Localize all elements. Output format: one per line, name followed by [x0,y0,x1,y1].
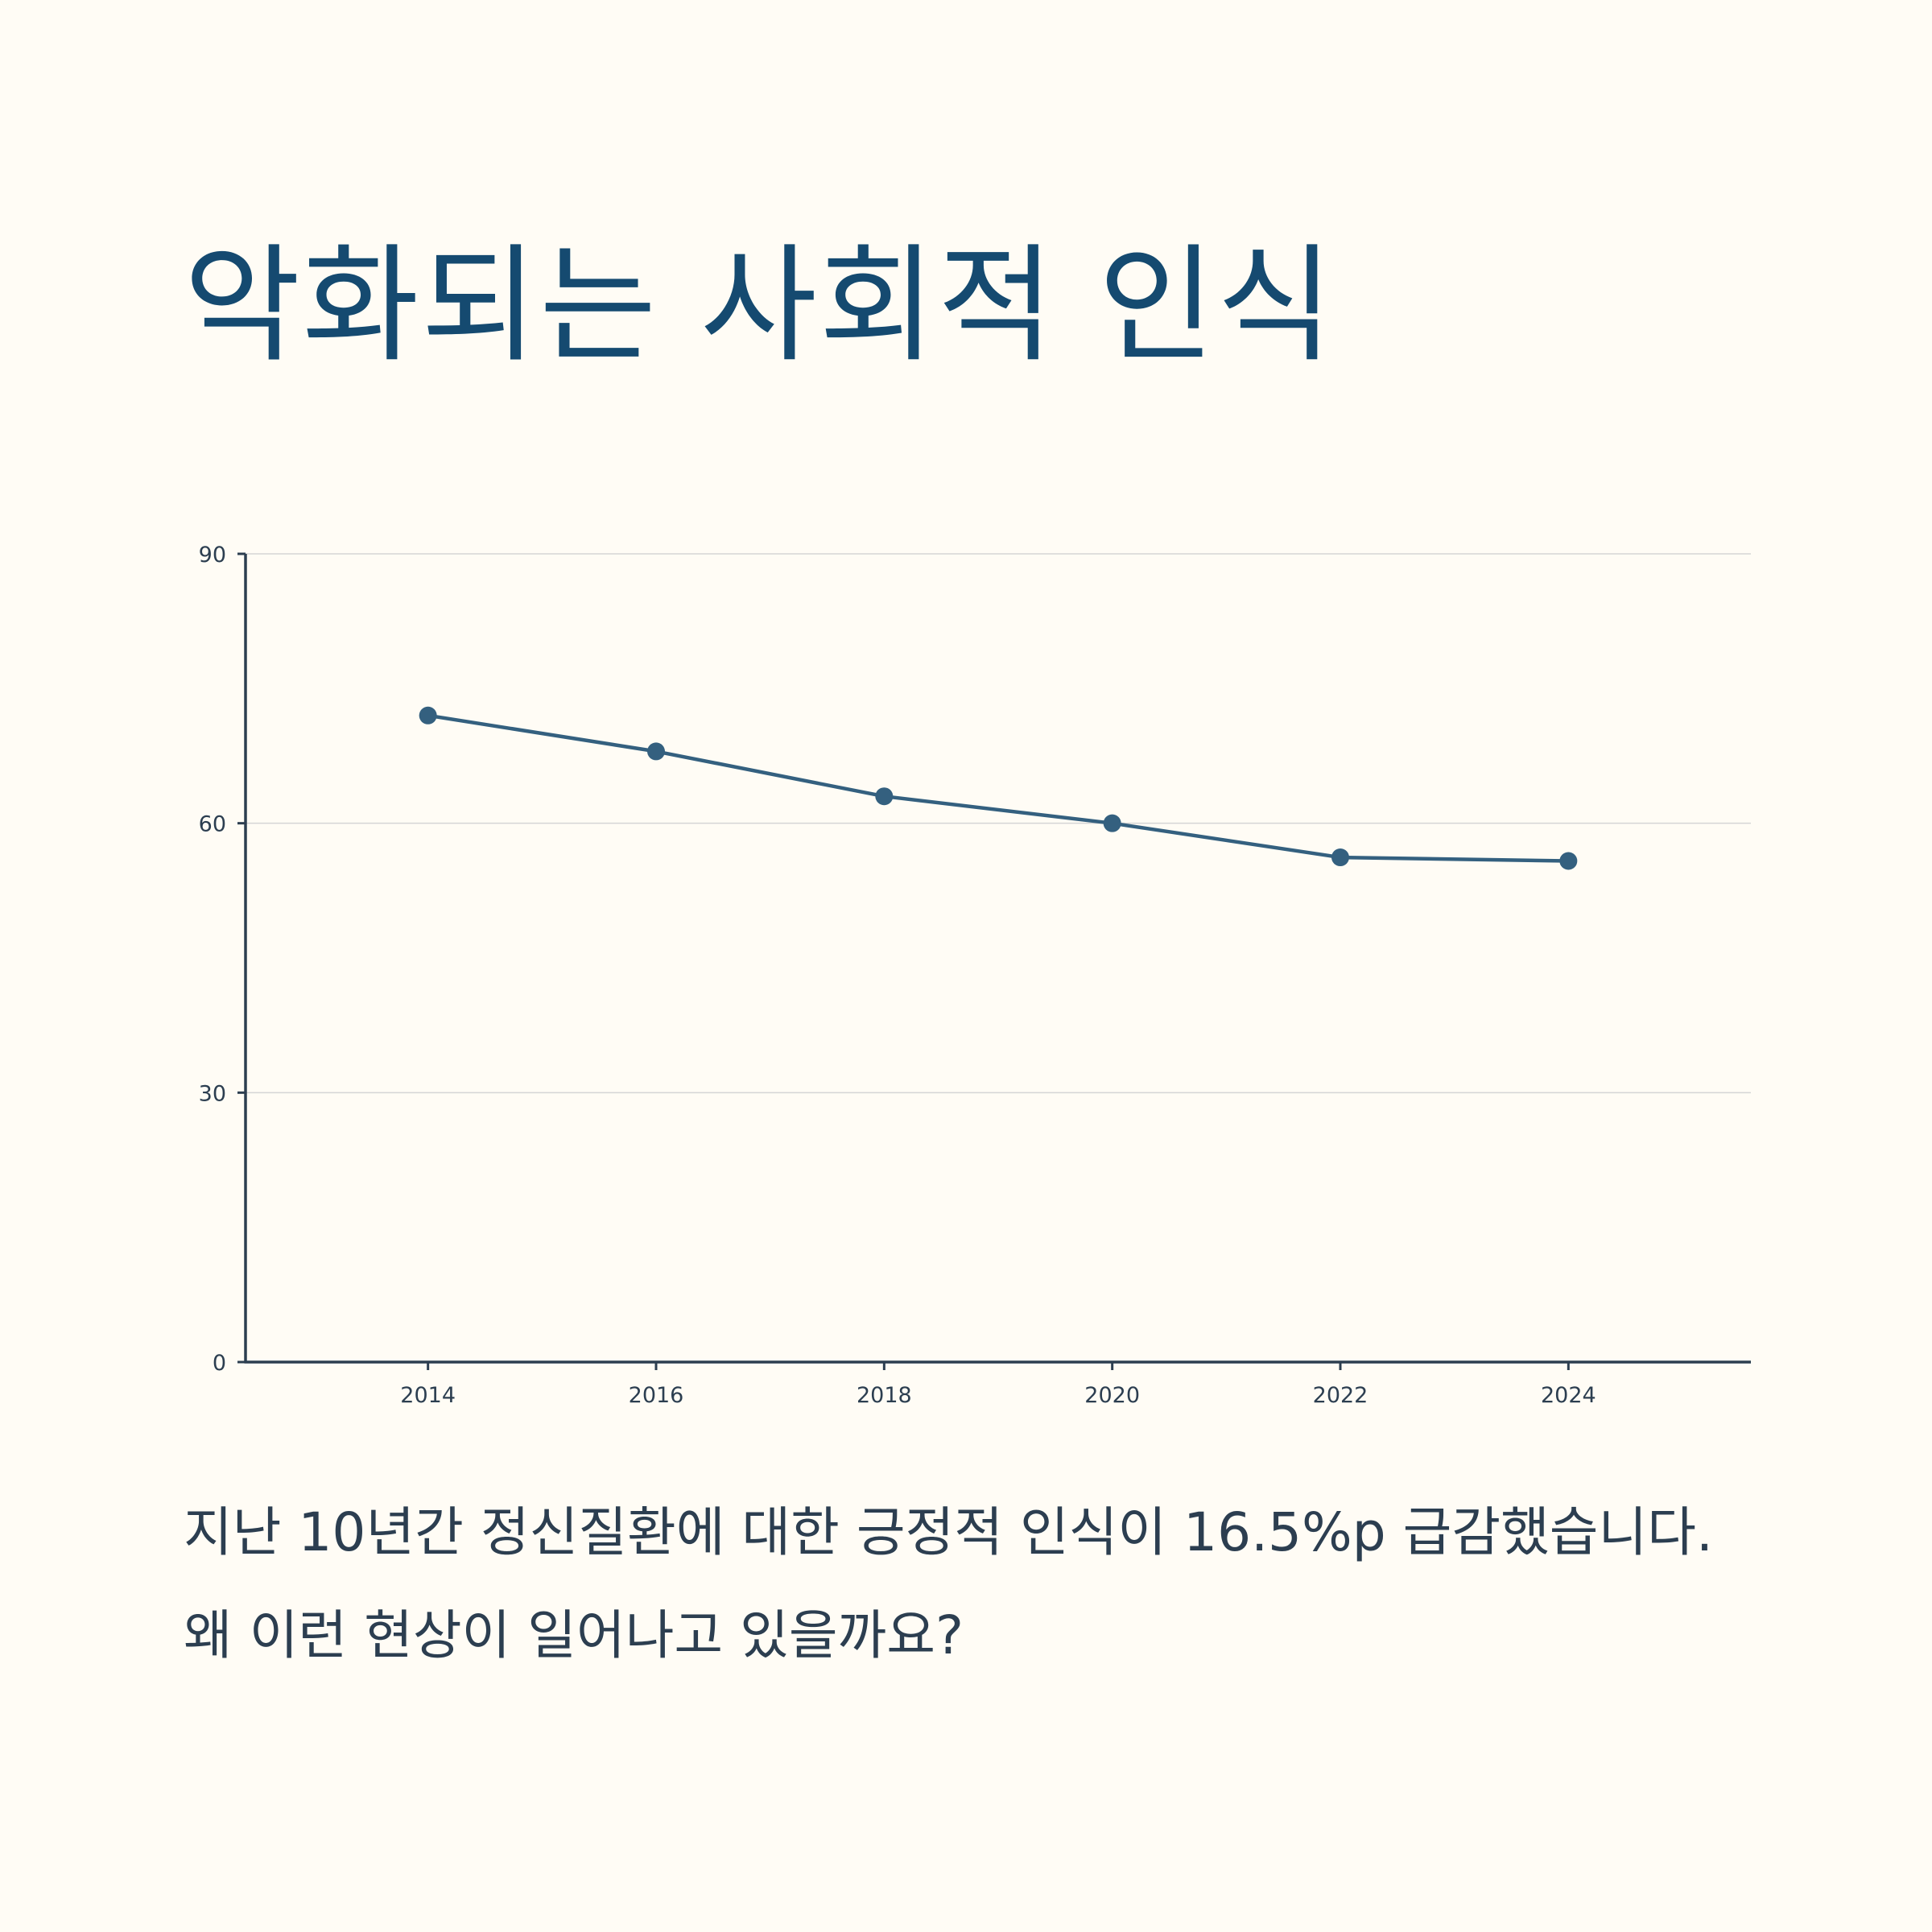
y-tick-label: 60 [199,812,226,837]
x-tick-label: 2016 [629,1383,684,1408]
page-title: 악화되는 사회적 인식 [184,232,1335,380]
x-tick-label: 2022 [1313,1383,1368,1408]
data-point-2018 [875,787,894,806]
x-tick-label: 2020 [1084,1383,1140,1408]
y-tick-label: 0 [213,1351,226,1376]
data-point-2014 [419,706,437,724]
tick-labels: 0 30 60 90 2014 2016 2018 2020 2022 2024 [199,543,1596,1408]
axes [237,552,1751,1370]
series [419,706,1578,870]
data-point-2024 [1559,852,1578,870]
gridlines [246,553,1751,1094]
data-point-2016 [647,742,665,761]
x-tick-label: 2024 [1541,1383,1596,1408]
chart-caption: 지난 10년간 정신질환에 대한 긍정적 인식이 16.5%p 급감했습니다. … [184,1501,1713,1666]
y-tick-label: 90 [199,543,226,568]
series-line-0 [426,713,1571,863]
x-tick-label: 2018 [857,1383,912,1408]
y-tick-label: 30 [199,1081,226,1106]
data-point-2020 [1103,814,1121,832]
x-tick-label: 2014 [400,1383,456,1408]
data-point-2022 [1331,848,1349,867]
